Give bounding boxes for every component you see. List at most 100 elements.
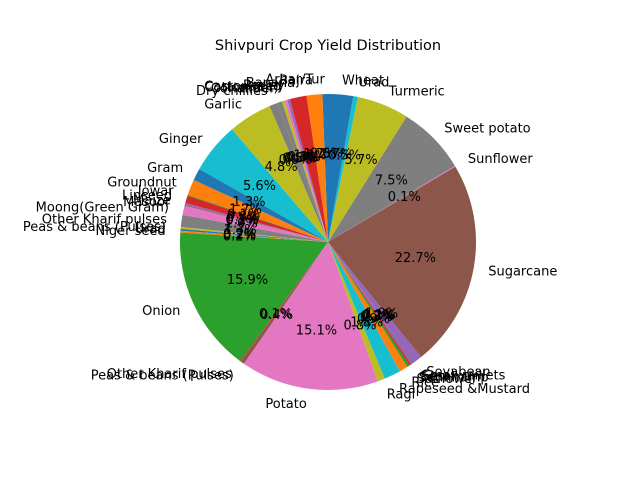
slice-percent-37: 0.5% <box>328 148 361 163</box>
slice-percent-1: 1.7% <box>303 147 336 162</box>
slice-label-22: Other Kharif pulses <box>107 367 232 382</box>
slice-label-9: Ginger <box>159 132 203 147</box>
slice-label-32: Soyabean <box>426 365 490 380</box>
pie-slice-9 <box>199 129 328 242</box>
slice-label-31: Small millets <box>422 369 506 384</box>
slice-percent-25: 0.8% <box>344 318 377 333</box>
slice-label-18: Peas & beans (Pulses) <box>23 220 166 235</box>
slice-percent-29: 0.2% <box>361 309 394 324</box>
pie-slice-36 <box>328 97 407 242</box>
slice-label-11: Groundnut <box>107 175 176 190</box>
slice-percent-30: 0.2% <box>362 309 395 324</box>
slice-percent-14: 0.2% <box>226 213 259 228</box>
pie-slice-5 <box>281 100 328 243</box>
slice-percent-5: 0.3% <box>285 151 318 166</box>
pie-slice-24 <box>243 242 378 391</box>
pie-slice-28 <box>328 242 410 367</box>
pie-percent-labels: 0.6%1.7%1.8%0.3%0.3%0.3%0.5%0.9%4.8%5.6%… <box>223 147 436 339</box>
pie-slice-2 <box>289 95 328 242</box>
slice-label-29: Sannhamp <box>419 371 489 386</box>
chart-title: Shivpuri Crop Yield Distribution <box>215 38 441 54</box>
slice-percent-8: 4.8% <box>265 160 298 175</box>
slice-label-38: Wheat <box>342 73 384 88</box>
slice-percent-18: 0.2% <box>223 227 256 242</box>
pie-slice-12 <box>187 194 328 242</box>
pie-slice-10 <box>193 169 328 242</box>
slice-percent-4: 0.3% <box>286 150 319 165</box>
slice-label-24: Potato <box>265 397 306 412</box>
pie-slice-8 <box>231 106 328 242</box>
slice-percent-33: 22.7% <box>395 251 436 266</box>
slice-label-20: Niger seed <box>96 224 166 239</box>
slice-label-3: Barley <box>243 79 285 94</box>
slice-percent-31: 0.1% <box>363 308 396 323</box>
slice-percent-28: 0.3% <box>360 310 393 325</box>
pie-slice-0 <box>322 94 328 242</box>
slice-percent-26: 1.8% <box>350 315 383 330</box>
slice-percent-9: 5.6% <box>243 179 276 194</box>
slice-label-12: Jowar <box>137 184 174 199</box>
slice-percent-23: 0.4% <box>260 308 293 323</box>
pie-slice-14 <box>184 202 328 242</box>
pie-slice-37 <box>328 96 358 243</box>
pie-slice-29 <box>328 242 412 366</box>
slice-percent-10: 1.3% <box>232 195 265 210</box>
slice-percent-2: 1.8% <box>294 149 327 164</box>
slice-label-7: Dry chillies <box>196 84 268 99</box>
slice-label-19: Urad <box>135 222 166 237</box>
slice-label-25: Ragi <box>387 387 416 402</box>
slice-percent-6: 0.5% <box>282 152 315 167</box>
slice-label-21: Onion <box>142 304 180 319</box>
slice-percent-35: 7.5% <box>375 173 408 188</box>
slice-percent-22: 0.1% <box>259 307 292 322</box>
slice-percent-7: 0.9% <box>279 153 312 168</box>
pie-slice-4 <box>284 99 328 243</box>
slice-label-17: Other Kharif pulses <box>42 212 167 227</box>
pie-slice-32 <box>328 242 422 363</box>
slice-label-28: Safflower <box>417 372 478 387</box>
pie-slice-35 <box>328 116 455 242</box>
pie-slice-13 <box>185 195 328 242</box>
slice-percent-13: 0.8% <box>226 210 259 225</box>
pie-slice-18 <box>180 226 328 242</box>
slice-percent-0: 0.6% <box>310 147 343 162</box>
pie-slice-22 <box>240 242 328 362</box>
slice-percent-24: 15.1% <box>296 324 337 339</box>
slice-label-33: Sugarcane <box>488 264 557 279</box>
slice-label-0: Arhar/Tur <box>265 73 325 88</box>
slice-percent-15: 0.1% <box>225 213 258 228</box>
pie-slice-19 <box>180 228 328 242</box>
slice-label-34: Sunflower <box>468 152 534 167</box>
slice-label-13: Linseed <box>122 189 172 204</box>
slice-label-6: Coriander <box>211 82 275 97</box>
slice-label-16: Moong(Green Gram) <box>36 201 169 216</box>
slice-label-27: Rice <box>411 375 439 390</box>
pie-slice-38 <box>328 94 354 242</box>
pie-slices <box>180 94 476 391</box>
pie-slice-6 <box>277 101 328 243</box>
pie-slice-34 <box>328 165 456 242</box>
pie-slice-27 <box>328 242 408 372</box>
slice-percent-19: 0.2% <box>223 228 256 243</box>
slice-label-8: Garlic <box>204 97 242 112</box>
pie-slice-17 <box>180 214 328 242</box>
slice-label-1: Bajra <box>279 73 313 88</box>
slice-percent-12: 0.1% <box>227 207 260 222</box>
pie-slice-16 <box>182 205 328 242</box>
pie-slice-7 <box>269 102 328 242</box>
slice-percent-20: 0.2% <box>223 229 256 244</box>
pie-slice-1 <box>306 94 328 242</box>
slice-label-14: Maize <box>133 194 171 209</box>
slice-label-36: Turmeric <box>388 84 445 99</box>
slice-label-37: Urad <box>358 76 389 91</box>
slice-percent-11: 1.7% <box>229 203 262 218</box>
pie-slice-30 <box>328 242 413 365</box>
pie-slice-20 <box>180 230 328 242</box>
slice-percent-17: 1.3% <box>224 223 257 238</box>
slice-label-4: Castor seed <box>204 79 281 94</box>
slice-label-15: Masoor <box>123 195 171 210</box>
slice-label-30: Sesamum <box>420 369 485 384</box>
